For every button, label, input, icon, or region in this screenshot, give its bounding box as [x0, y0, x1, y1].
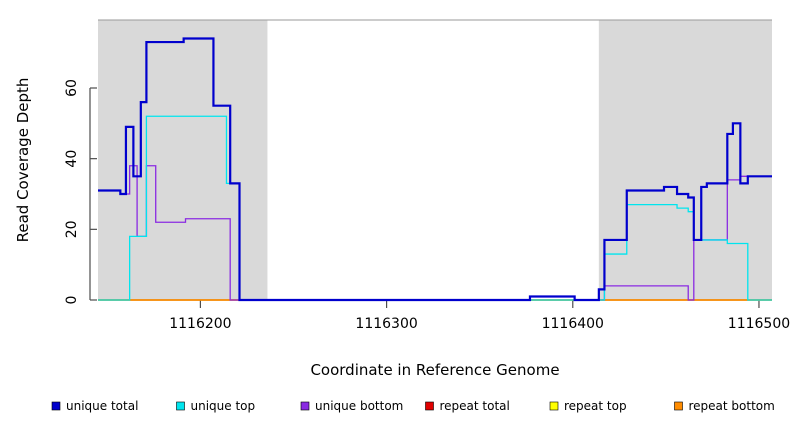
x-tick-label: 1116400	[542, 316, 604, 332]
y-tick-group: 0 20 40 60	[64, 79, 97, 304]
series-line-unique-total	[98, 37, 772, 302]
legend-label-unique-top: unique top	[191, 399, 256, 413]
legend-swatch-unique-top	[176, 401, 185, 411]
y-axis-title: Read Coverage Depth	[14, 78, 32, 243]
legend-label-repeat-top: repeat top	[564, 399, 627, 413]
repeat-region-left	[98, 20, 268, 300]
legend-swatch-repeat-top	[549, 401, 559, 411]
x-tick-label: 1116300	[355, 316, 417, 332]
repeat-region-right	[598, 20, 772, 300]
legend-swatch-repeat-bottom	[674, 401, 683, 411]
legend-swatch-repeat-total	[425, 401, 434, 411]
x-tick-label: 1116500	[728, 316, 790, 332]
x-axis-title: Coordinate in Reference Genome	[310, 361, 559, 379]
data-series-group	[98, 37, 772, 302]
legend-swatch-unique-bottom	[300, 401, 310, 411]
x-tick-label: 1116200	[169, 316, 231, 332]
legend-swatch-unique-total	[51, 401, 61, 411]
legend-label-unique-bottom: unique bottom	[315, 399, 403, 413]
y-tick-label: 60	[64, 79, 80, 97]
y-tick-label: 40	[64, 150, 80, 168]
chart-legend: unique total unique top unique bottom repea…	[51, 399, 775, 413]
legend-label-unique-total: unique total	[66, 399, 138, 413]
legend-label-repeat-bottom: repeat bottom	[689, 399, 775, 413]
shaded-region-group	[98, 19, 772, 300]
y-tick-label: 0	[64, 296, 80, 305]
series-line-unique-top	[98, 115, 772, 301]
legend-label-repeat-total: repeat total	[440, 399, 510, 413]
x-tick-group: 1116200 1116300 1116400 1116500	[169, 300, 790, 332]
y-tick-label: 20	[64, 220, 80, 238]
